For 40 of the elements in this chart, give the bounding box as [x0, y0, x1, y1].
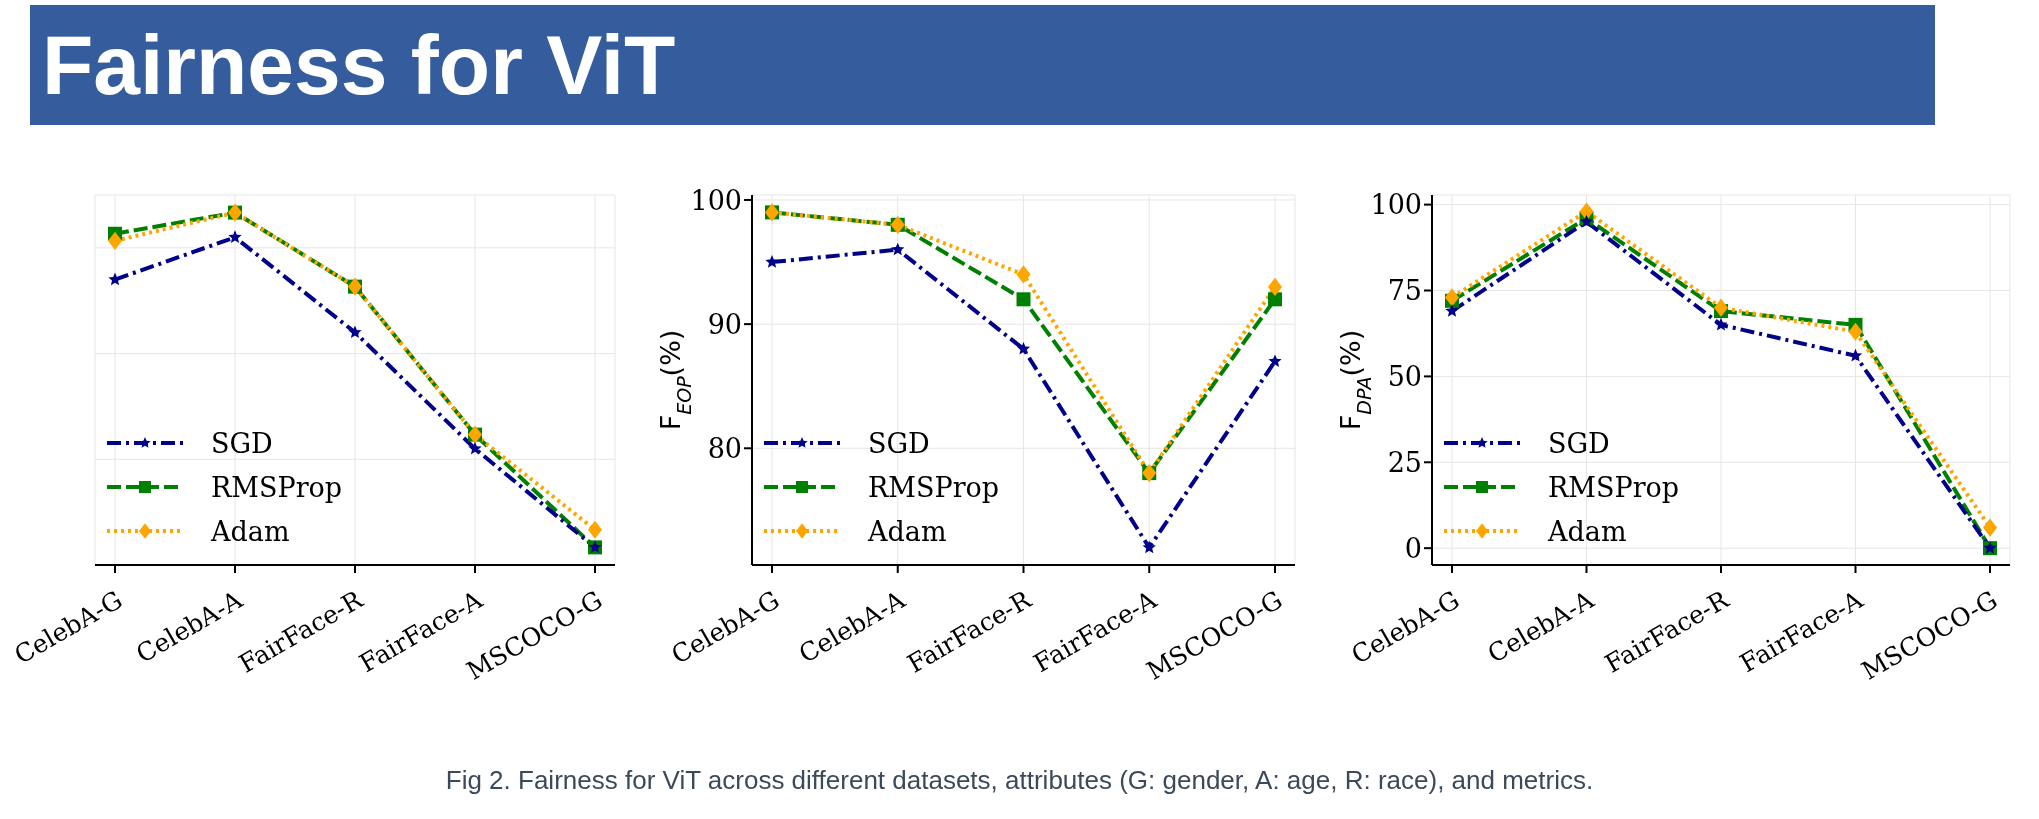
legend-label: SGD — [868, 427, 930, 459]
point — [588, 520, 602, 539]
point — [1268, 277, 1282, 296]
caption: Fig 2. Fairness for ViT across different datasets, attributes (G: gender, A: age, R: race), and metrics. — [444, 765, 1595, 796]
legend-label: RMSProp — [1548, 471, 1680, 503]
y-tick-label: 90 — [707, 308, 742, 340]
point — [1714, 317, 1728, 331]
point — [1016, 292, 1031, 307]
legend-label: Adam — [211, 515, 290, 547]
point — [348, 325, 362, 339]
legend-label: RMSProp — [211, 471, 343, 503]
point — [1445, 304, 1459, 317]
legend-label: Adam — [868, 515, 947, 547]
point — [1983, 518, 1997, 537]
point — [1016, 341, 1031, 355]
point — [468, 441, 482, 455]
point — [228, 230, 242, 243]
point — [765, 255, 779, 268]
point — [108, 231, 122, 250]
point — [1445, 288, 1459, 307]
point — [1714, 298, 1728, 317]
point — [1268, 292, 1282, 307]
y-tick-label: 80 — [707, 432, 742, 464]
y-tick-label: 100 — [1370, 189, 1422, 221]
legend-label: Adam — [1548, 515, 1627, 547]
y-tick-label: 25 — [1387, 446, 1422, 478]
y-tick-label: 100 — [690, 184, 742, 216]
legend-label: SGD — [1548, 427, 1610, 459]
legend-label: SGD — [211, 427, 273, 459]
point — [1016, 265, 1031, 284]
point — [1268, 354, 1282, 368]
chart-title: Fairness for ViT — [30, 5, 1935, 125]
legend-label: RMSProp — [868, 471, 1000, 503]
point — [1579, 202, 1594, 221]
y-tick-label: 50 — [1387, 360, 1422, 392]
point — [891, 242, 905, 256]
point — [1142, 540, 1156, 554]
point — [1848, 322, 1863, 341]
y-tick-label: 0 — [1404, 532, 1422, 564]
y-tick-label: 75 — [1387, 275, 1422, 307]
